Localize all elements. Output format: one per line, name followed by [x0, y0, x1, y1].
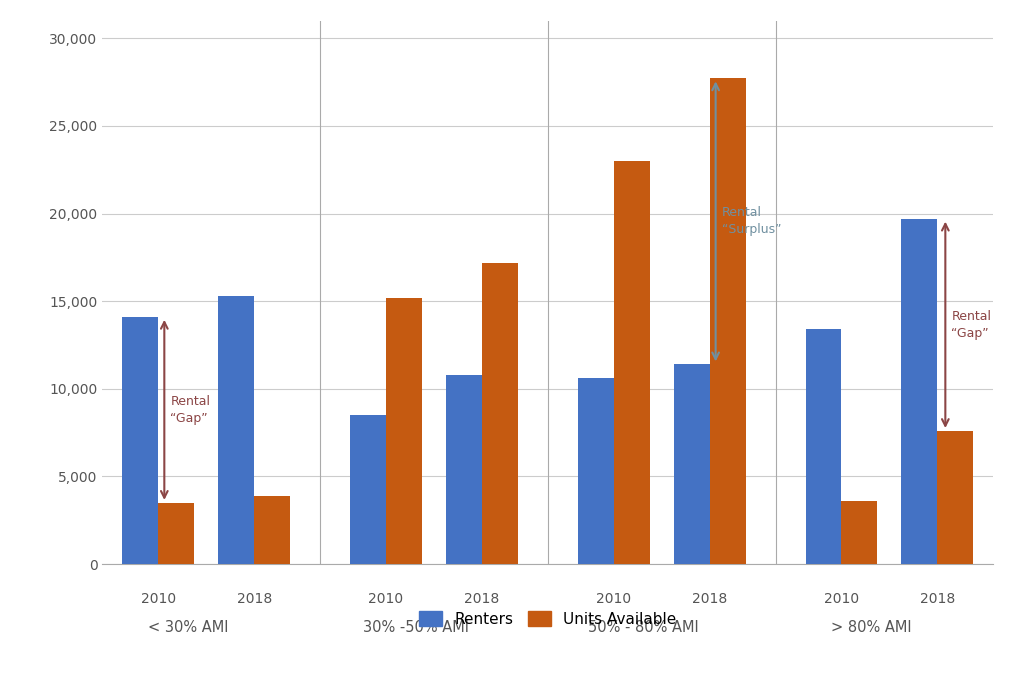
Bar: [806, 330, 842, 564]
Bar: [218, 296, 254, 564]
Text: 2010: 2010: [369, 592, 403, 606]
Text: 30% -50% AMI: 30% -50% AMI: [362, 621, 469, 635]
Text: Rental
“Surplus”: Rental “Surplus”: [722, 206, 781, 237]
Bar: [937, 431, 973, 564]
Text: 2018: 2018: [237, 592, 271, 606]
Text: 2010: 2010: [596, 592, 632, 606]
Text: 2010: 2010: [824, 592, 859, 606]
Text: > 80% AMI: > 80% AMI: [831, 621, 911, 635]
Bar: [710, 78, 745, 564]
Bar: [674, 364, 710, 564]
Text: 2018: 2018: [920, 592, 955, 606]
Bar: [159, 503, 195, 564]
Bar: [350, 415, 386, 564]
Text: < 30% AMI: < 30% AMI: [148, 621, 228, 635]
Bar: [123, 317, 159, 564]
Bar: [901, 219, 937, 564]
Bar: [386, 298, 422, 564]
Bar: [446, 375, 482, 564]
Text: Rental
“Gap”: Rental “Gap”: [170, 395, 210, 425]
Bar: [578, 378, 613, 564]
Bar: [613, 161, 649, 564]
Text: Rental
“Gap”: Rental “Gap”: [951, 310, 991, 340]
Bar: [254, 496, 290, 564]
Text: 2010: 2010: [140, 592, 176, 606]
Bar: [482, 263, 518, 564]
Text: 2018: 2018: [692, 592, 727, 606]
Text: 50% - 80% AMI: 50% - 80% AMI: [589, 621, 699, 635]
Text: 2018: 2018: [464, 592, 500, 606]
Bar: [842, 501, 878, 564]
Legend: Renters, Units Available: Renters, Units Available: [413, 604, 683, 632]
